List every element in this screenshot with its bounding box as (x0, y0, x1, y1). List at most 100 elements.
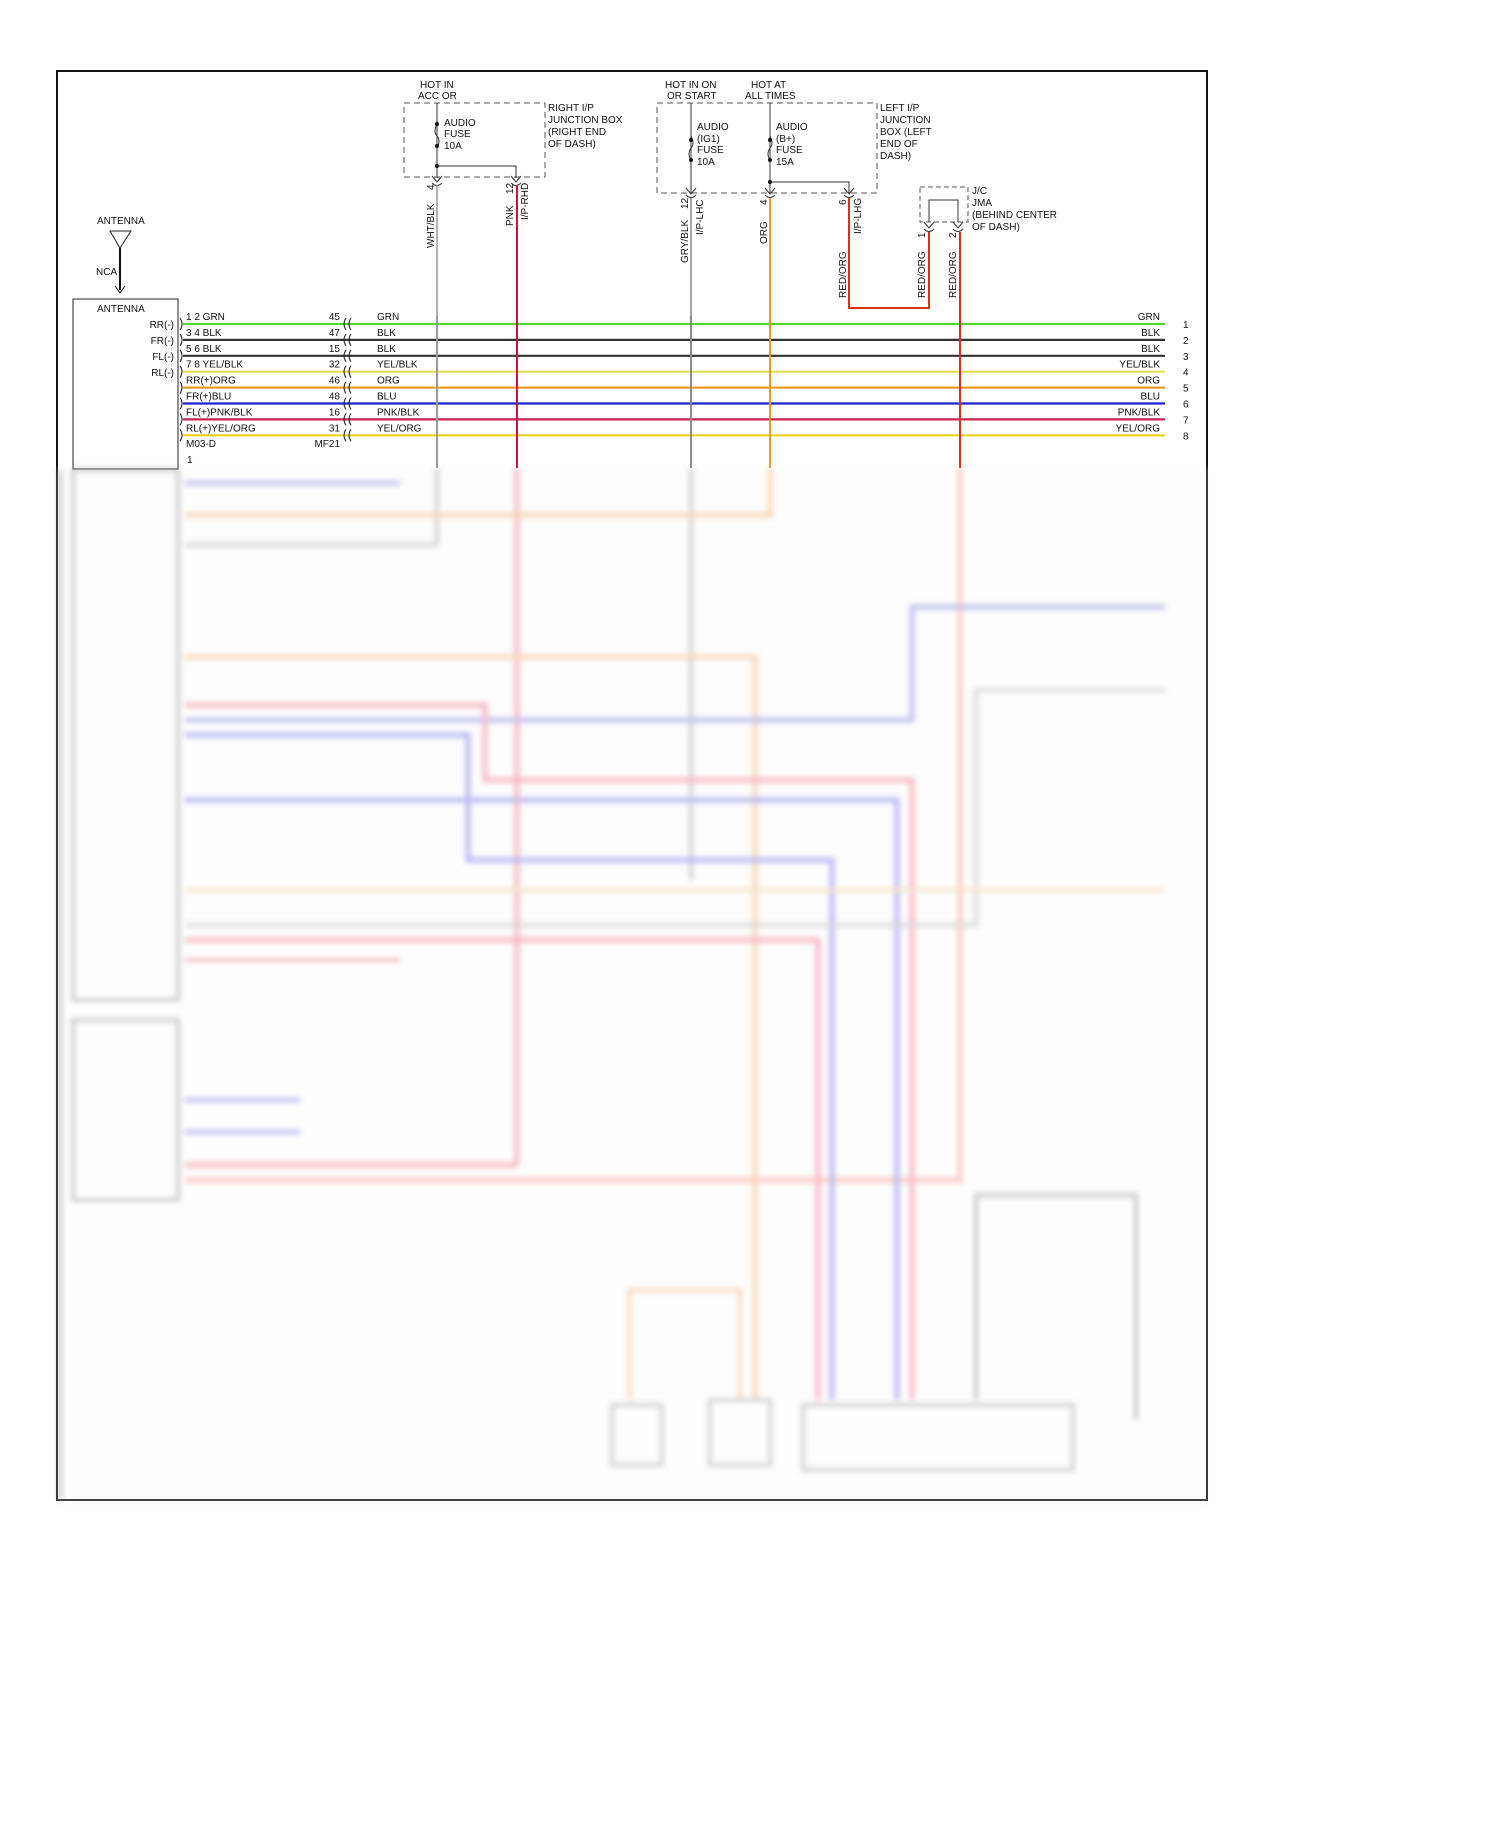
connector-pin-icon (343, 365, 352, 378)
wire-color-label: ORG (377, 376, 400, 387)
svg-text:ORG: ORG (759, 221, 770, 244)
svg-text:RR(-): RR(-) (150, 320, 174, 331)
wire-number: 2 (1183, 336, 1189, 347)
wire-pin-number: 45 (329, 312, 341, 323)
connector-pin-icon (179, 349, 183, 363)
wire-number: 6 (1183, 400, 1189, 411)
svg-text:DASH): DASH) (880, 151, 911, 162)
wire-color-label: BLK (377, 344, 396, 355)
wire-left-label: RR(+)ORG (186, 376, 236, 387)
wire-color-label: PNK/BLK (377, 407, 420, 418)
wire-color-label-right: BLK (1141, 328, 1160, 339)
wire-row: FL(+)PNK/BLK 16 PNK/BLK PNK/BLK 7 (179, 407, 1189, 426)
svg-text:ALL TIMES: ALL TIMES (745, 91, 796, 102)
wire-number: 4 (1183, 368, 1189, 379)
svg-text:FUSE: FUSE (776, 145, 803, 156)
svg-text:(B+): (B+) (776, 134, 795, 145)
svg-text:GRY/BLK: GRY/BLK (680, 220, 691, 263)
wire-pin-number: 47 (329, 328, 341, 339)
svg-text:4: 4 (426, 184, 437, 190)
svg-text:I/P-LHG: I/P-LHG (853, 198, 864, 234)
svg-text:MF21: MF21 (314, 439, 340, 450)
wire-row: FR(+)BLU 48 BLU BLU 6 (179, 392, 1189, 411)
wire-pin-number: 16 (329, 407, 341, 418)
wire-row: 3 4 BLK 47 BLK BLK 2 (179, 328, 1189, 347)
right-junction-box: HOT IN ACC OR AUDIO FUSE 10A RIGHT I/P J… (403, 80, 623, 248)
wire-left-label: FR(+)BLU (186, 392, 231, 403)
svg-text:12: 12 (505, 182, 516, 194)
svg-text:FL(-): FL(-) (152, 352, 174, 363)
wire-left-label: RL(+)YEL/ORG (186, 423, 256, 434)
hot-label: HOT IN (420, 80, 454, 91)
wire-color-label: BLK (377, 328, 396, 339)
connector-pin-icon (343, 413, 352, 426)
diagram-frame (56, 70, 1208, 1501)
wire-pin-number: 46 (329, 376, 341, 387)
svg-text:FUSE: FUSE (697, 145, 724, 156)
svg-text:I/P-RHD: I/P-RHD (520, 183, 531, 220)
svg-text:15A: 15A (776, 157, 794, 168)
connector-pin-icon (179, 413, 183, 426)
wire-number: 7 (1183, 415, 1189, 426)
wire-pin-number: 32 (329, 360, 341, 371)
wire-left-label: 7 8 YEL/BLK (186, 360, 243, 371)
junction-connector-jma: J/C JMA (BEHIND CENTER OF DASH) 1 2 RED/… (917, 186, 1057, 298)
svg-text:JUNCTION: JUNCTION (880, 115, 931, 126)
connector-pin-icon (179, 397, 183, 410)
connector-pin-icon (179, 429, 183, 442)
wire-left-label: FL(+)PNK/BLK (186, 407, 253, 418)
wire-row: 1 2 GRN 45 GRN GRN 1 (179, 312, 1189, 331)
wire-color-label-right: GRN (1138, 312, 1160, 323)
wire-number: 8 (1183, 431, 1189, 442)
wire-color-label-right: ORG (1137, 376, 1160, 387)
svg-text:OR START: OR START (667, 91, 717, 102)
svg-text:(BEHIND CENTER: (BEHIND CENTER (972, 210, 1057, 221)
svg-text:JMA: JMA (972, 198, 992, 209)
connector-pin-icon (343, 333, 352, 347)
svg-text:10A: 10A (444, 141, 462, 152)
connector-pin-icon (343, 397, 352, 410)
wire-left-label: 3 4 BLK (186, 328, 222, 339)
wire-number: 5 (1183, 384, 1189, 395)
svg-text:RED/ORG: RED/ORG (838, 251, 849, 298)
wire-red-org-loop (848, 198, 930, 309)
svg-text:END OF: END OF (880, 139, 918, 150)
svg-text:LEFT I/P: LEFT I/P (880, 103, 920, 114)
svg-text:M03-D: M03-D (186, 439, 216, 450)
svg-text:AUDIO: AUDIO (444, 118, 476, 129)
connector-pin-icon (179, 333, 183, 347)
svg-text:ANTENNA: ANTENNA (97, 304, 145, 315)
connector-pin-icon (343, 429, 352, 442)
svg-text:OF DASH): OF DASH) (972, 222, 1020, 233)
wire-row: 7 8 YEL/BLK 32 YEL/BLK YEL/BLK 4 (179, 360, 1189, 379)
wire-color-label-right: BLU (1141, 392, 1160, 403)
connector-labels: M03-D MF21 1 (186, 439, 340, 466)
wire-row: RL(+)YEL/ORG 31 YEL/ORG YEL/ORG 8 (179, 423, 1189, 442)
wire-color-label-right: BLK (1141, 344, 1160, 355)
wire-number: 1 (1183, 320, 1189, 331)
connector-pin-icon (179, 365, 183, 378)
wire-row: 5 6 BLK 15 BLK BLK 3 (179, 344, 1189, 363)
svg-text:AUDIO: AUDIO (776, 122, 808, 133)
svg-text:NCA: NCA (96, 267, 117, 278)
connector-pin-icon (343, 381, 352, 394)
svg-text:FR(-): FR(-) (151, 336, 174, 347)
wire-row: RR(+)ORG 46 ORG ORG 5 (179, 376, 1189, 395)
svg-text:RED/ORG: RED/ORG (917, 251, 928, 298)
svg-text:6: 6 (838, 199, 849, 205)
hot-label: ACC OR (418, 91, 457, 102)
svg-text:RIGHT I/P: RIGHT I/P (548, 103, 594, 114)
left-junction-box: HOT IN ON OR START HOT AT ALL TIMES AUDI… (656, 80, 932, 298)
svg-text:HOT IN ON: HOT IN ON (665, 80, 716, 91)
svg-text:12: 12 (680, 197, 691, 209)
svg-text:I/P-LHC: I/P-LHC (695, 199, 706, 235)
connector-pin-icon (343, 349, 352, 363)
svg-text:4: 4 (759, 199, 770, 205)
svg-text:(RIGHT END: (RIGHT END (548, 127, 606, 138)
wire-color-label: YEL/ORG (377, 423, 422, 434)
wire-pin-number: 15 (329, 344, 341, 355)
wire-color-label: BLU (377, 392, 396, 403)
svg-text:1: 1 (187, 455, 193, 466)
svg-text:JUNCTION BOX: JUNCTION BOX (548, 115, 623, 126)
